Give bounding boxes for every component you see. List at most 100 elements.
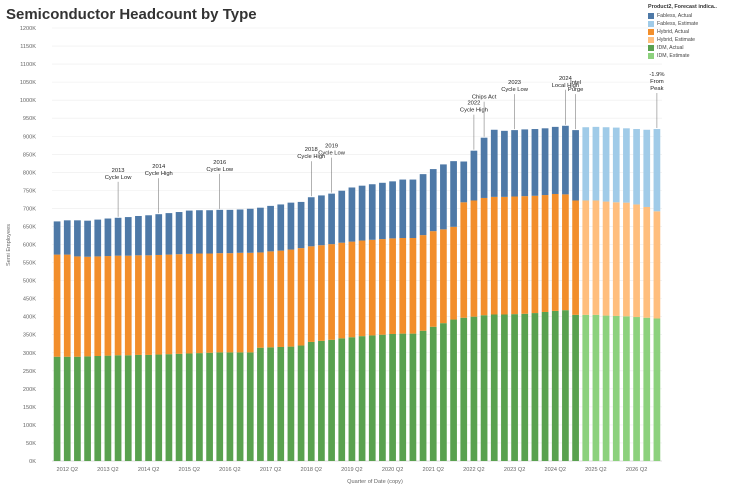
- bar-hybrid: [206, 253, 213, 353]
- bar-idm: [226, 352, 234, 461]
- bar-hybrid: [602, 201, 610, 316]
- annotation-label: Cycle High: [297, 154, 325, 160]
- bar-fabless: [399, 179, 407, 239]
- bar-fabless: [450, 161, 457, 227]
- bar-fabless: [216, 209, 224, 254]
- y-tick-label: 700K: [23, 206, 36, 212]
- bar-hybrid: [74, 256, 81, 357]
- bar-fabless: [175, 212, 183, 255]
- bar-hybrid: [246, 252, 254, 353]
- bar-hybrid: [124, 255, 132, 356]
- bar-hybrid: [84, 256, 91, 357]
- bar-fabless: [287, 202, 295, 250]
- bar-fabless: [246, 208, 254, 253]
- bar-idm: [511, 314, 518, 461]
- bar-fabless: [267, 205, 274, 252]
- bar-fabless: [53, 221, 61, 255]
- legend-item[interactable]: IDM, Estimate: [648, 52, 736, 60]
- legend-label: IDM, Actual: [657, 45, 684, 51]
- bar-hybrid: [541, 195, 549, 312]
- legend-item[interactable]: IDM, Actual: [648, 44, 736, 52]
- bar-fabless: [531, 129, 539, 196]
- bar-idm: [440, 323, 447, 461]
- bar-hybrid: [196, 253, 203, 354]
- bar-hybrid: [185, 253, 193, 354]
- bar-idm: [277, 346, 285, 461]
- bar-idm: [74, 356, 81, 461]
- x-axis-title: Quarter of Date (copy): [347, 479, 403, 485]
- bar-hybrid: [226, 253, 234, 353]
- bar-hybrid: [155, 254, 163, 355]
- bar-fabless: [623, 128, 630, 203]
- bar-hybrid: [501, 196, 508, 315]
- bar-idm: [135, 354, 142, 461]
- bar-fabless: [84, 220, 91, 257]
- annotation-label: 2013: [112, 168, 125, 174]
- bar-idm: [257, 347, 264, 461]
- bar-hybrid: [348, 241, 356, 338]
- legend-item[interactable]: Hybrid, Estimate: [648, 36, 736, 44]
- bar-idm: [63, 356, 71, 461]
- bar-idm: [94, 355, 102, 461]
- annotation-label: 2014: [152, 164, 166, 170]
- bar-idm: [399, 333, 407, 461]
- legend-swatch: [648, 29, 654, 35]
- bar-fabless: [257, 207, 264, 253]
- bar-fabless: [318, 195, 325, 246]
- bar-idm: [623, 316, 630, 461]
- bar-idm: [358, 336, 366, 461]
- bar-fabless: [206, 210, 213, 254]
- legend-item[interactable]: Fabless, Estimate: [648, 20, 736, 28]
- legend-item[interactable]: Fabless, Actual: [648, 12, 736, 20]
- annotation-label: Purge: [568, 87, 583, 93]
- legend-label: Hybrid, Estimate: [657, 37, 696, 43]
- annotation-label: -1.9%: [649, 72, 664, 78]
- bar-idm: [318, 340, 325, 461]
- bar-hybrid: [653, 211, 661, 319]
- bar-idm: [307, 341, 315, 461]
- y-tick-label: 50K: [26, 441, 36, 447]
- x-tick-label: 2016 Q2: [219, 467, 240, 473]
- bar-hybrid: [114, 255, 122, 356]
- bar-idm: [246, 352, 254, 461]
- bar-fabless: [297, 201, 305, 249]
- y-tick-label: 1200K: [20, 26, 36, 32]
- bar-idm: [419, 330, 427, 461]
- y-tick-label: 450K: [23, 297, 36, 303]
- bar-idm: [124, 355, 132, 461]
- bar-fabless: [277, 204, 285, 251]
- legend-items: Fabless, Actual Fabless, Estimate Hybrid, …: [648, 12, 736, 60]
- bar-fabless: [114, 217, 122, 256]
- bar-fabless: [562, 125, 569, 195]
- bar-idm: [409, 333, 417, 461]
- bar-fabless: [572, 130, 579, 201]
- annotation-label: Cycle Low: [206, 167, 234, 173]
- legend-label: Fabless, Actual: [657, 13, 693, 19]
- legend-label: Fabless, Estimate: [657, 21, 699, 27]
- bar-hybrid: [440, 229, 447, 324]
- annotation-label: 2016: [213, 160, 226, 166]
- y-tick-label: 1050K: [20, 80, 36, 86]
- legend-swatch: [648, 13, 654, 19]
- y-tick-label: 0K: [29, 459, 36, 465]
- bar-hybrid: [53, 254, 61, 357]
- bar-hybrid: [562, 194, 569, 311]
- bar-hybrid: [287, 249, 295, 347]
- annotation-label: Cycle Low: [318, 151, 346, 157]
- bar-hybrid: [480, 197, 488, 316]
- bar-idm: [531, 313, 539, 461]
- bar-fabless: [551, 126, 559, 194]
- legend-item[interactable]: Hybrid, Actual: [648, 28, 736, 36]
- bar-hybrid: [460, 202, 468, 318]
- bar-hybrid: [623, 202, 630, 317]
- bar-fabless: [592, 126, 600, 201]
- bar-idm: [175, 353, 183, 461]
- bar-fabless: [470, 150, 478, 201]
- bar-hybrid: [612, 202, 620, 316]
- bar-idm: [592, 314, 600, 461]
- bar-idm: [653, 318, 661, 461]
- bar-hybrid: [551, 193, 559, 311]
- y-tick-label: 900K: [23, 134, 36, 140]
- bar-hybrid: [582, 200, 590, 315]
- annotation-label: From: [650, 79, 664, 85]
